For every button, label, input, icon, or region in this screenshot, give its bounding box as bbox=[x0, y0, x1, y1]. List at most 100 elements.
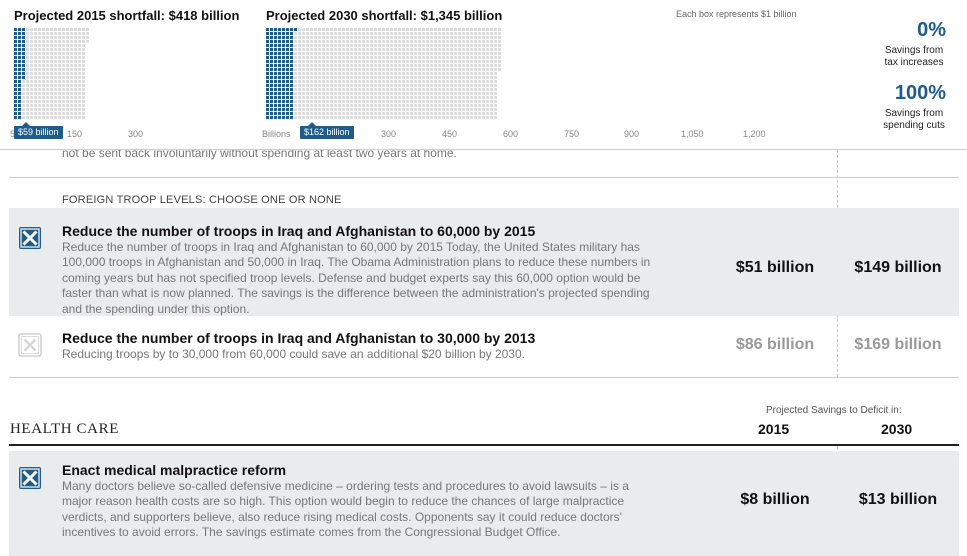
empty-billion-box bbox=[306, 108, 309, 111]
empty-billion-box bbox=[82, 88, 85, 91]
empty-billion-box bbox=[350, 80, 353, 83]
empty-billion-box bbox=[314, 32, 317, 35]
empty-billion-box bbox=[318, 96, 321, 99]
empty-billion-box bbox=[62, 116, 65, 119]
empty-billion-box bbox=[58, 44, 61, 47]
empty-billion-box bbox=[498, 32, 501, 35]
empty-billion-box bbox=[438, 88, 441, 91]
empty-billion-box bbox=[342, 36, 345, 39]
filled-billion-box bbox=[14, 108, 17, 111]
empty-billion-box bbox=[330, 84, 333, 87]
empty-billion-box bbox=[38, 108, 41, 111]
empty-billion-box bbox=[314, 40, 317, 43]
empty-billion-box bbox=[62, 88, 65, 91]
empty-billion-box bbox=[310, 48, 313, 51]
empty-billion-box bbox=[382, 112, 385, 115]
empty-billion-box bbox=[314, 56, 317, 59]
empty-billion-box bbox=[386, 80, 389, 83]
empty-billion-box bbox=[38, 48, 41, 51]
filled-billion-box bbox=[290, 56, 293, 59]
empty-billion-box bbox=[402, 40, 405, 43]
empty-billion-box bbox=[294, 88, 297, 91]
empty-billion-box bbox=[446, 40, 449, 43]
empty-billion-box bbox=[474, 104, 477, 107]
empty-billion-box bbox=[58, 52, 61, 55]
empty-billion-box bbox=[478, 108, 481, 111]
empty-billion-box bbox=[42, 76, 45, 79]
empty-billion-box bbox=[314, 48, 317, 51]
empty-billion-box bbox=[326, 76, 329, 79]
filled-billion-box bbox=[286, 100, 289, 103]
empty-billion-box bbox=[38, 40, 41, 43]
empty-billion-box bbox=[38, 44, 41, 47]
empty-billion-box bbox=[390, 52, 393, 55]
empty-billion-box bbox=[390, 48, 393, 51]
empty-billion-box bbox=[326, 64, 329, 67]
empty-billion-box bbox=[30, 100, 33, 103]
filled-billion-box bbox=[14, 104, 17, 107]
empty-billion-box bbox=[334, 84, 337, 87]
empty-billion-box bbox=[342, 64, 345, 67]
empty-billion-box bbox=[314, 60, 317, 63]
empty-billion-box bbox=[30, 56, 33, 59]
empty-billion-box bbox=[382, 80, 385, 83]
empty-billion-box bbox=[322, 92, 325, 95]
savings-2030: $13 billion bbox=[858, 491, 938, 508]
filled-billion-box bbox=[290, 48, 293, 51]
filled-billion-box bbox=[274, 92, 277, 95]
empty-billion-box bbox=[362, 68, 365, 71]
empty-billion-box bbox=[402, 108, 405, 111]
empty-billion-box bbox=[326, 108, 329, 111]
empty-billion-box bbox=[398, 64, 401, 67]
option-troops-60000[interactable]: Reduce the number of troops in Iraq and … bbox=[9, 208, 959, 316]
empty-billion-box bbox=[366, 76, 369, 79]
empty-billion-box bbox=[378, 48, 381, 51]
filled-billion-box bbox=[286, 64, 289, 67]
empty-billion-box bbox=[490, 92, 493, 95]
empty-billion-box bbox=[474, 48, 477, 51]
empty-billion-box bbox=[418, 108, 421, 111]
empty-billion-box bbox=[422, 52, 425, 55]
empty-billion-box bbox=[394, 60, 397, 63]
empty-billion-box bbox=[42, 96, 45, 99]
empty-billion-box bbox=[398, 44, 401, 47]
empty-billion-box bbox=[70, 60, 73, 63]
empty-billion-box bbox=[442, 52, 445, 55]
empty-billion-box bbox=[294, 80, 297, 83]
empty-billion-box bbox=[490, 100, 493, 103]
empty-billion-box bbox=[430, 96, 433, 99]
empty-billion-box bbox=[466, 92, 469, 95]
empty-billion-box bbox=[322, 44, 325, 47]
filled-billion-box bbox=[290, 32, 293, 35]
filled-billion-box bbox=[18, 44, 21, 47]
empty-billion-box bbox=[482, 100, 485, 103]
empty-billion-box bbox=[438, 60, 441, 63]
empty-billion-box bbox=[402, 96, 405, 99]
filled-billion-box bbox=[282, 52, 285, 55]
empty-billion-box bbox=[446, 52, 449, 55]
checkbox-checked-icon[interactable] bbox=[18, 466, 42, 490]
empty-billion-box bbox=[394, 112, 397, 115]
checkbox-unchecked-icon[interactable] bbox=[18, 333, 42, 357]
option-troops-30000[interactable]: Reduce the number of troops in Iraq and … bbox=[9, 316, 959, 376]
empty-billion-box bbox=[350, 28, 353, 31]
empty-billion-box bbox=[86, 40, 89, 43]
option-malpractice-reform[interactable]: Enact medical malpractice reform Many do… bbox=[9, 451, 959, 556]
empty-billion-box bbox=[330, 108, 333, 111]
empty-billion-box bbox=[314, 76, 317, 79]
empty-billion-box bbox=[374, 80, 377, 83]
empty-billion-box bbox=[58, 108, 61, 111]
checkbox-checked-icon[interactable] bbox=[18, 226, 42, 250]
empty-billion-box bbox=[354, 48, 357, 51]
empty-billion-box bbox=[54, 84, 57, 87]
empty-billion-box bbox=[322, 116, 325, 119]
filled-billion-box bbox=[266, 32, 269, 35]
empty-billion-box bbox=[466, 72, 469, 75]
empty-billion-box bbox=[306, 88, 309, 91]
empty-billion-box bbox=[74, 48, 77, 51]
filled-billion-box bbox=[286, 72, 289, 75]
empty-billion-box bbox=[38, 64, 41, 67]
empty-billion-box bbox=[382, 52, 385, 55]
empty-billion-box bbox=[306, 52, 309, 55]
empty-billion-box bbox=[42, 68, 45, 71]
